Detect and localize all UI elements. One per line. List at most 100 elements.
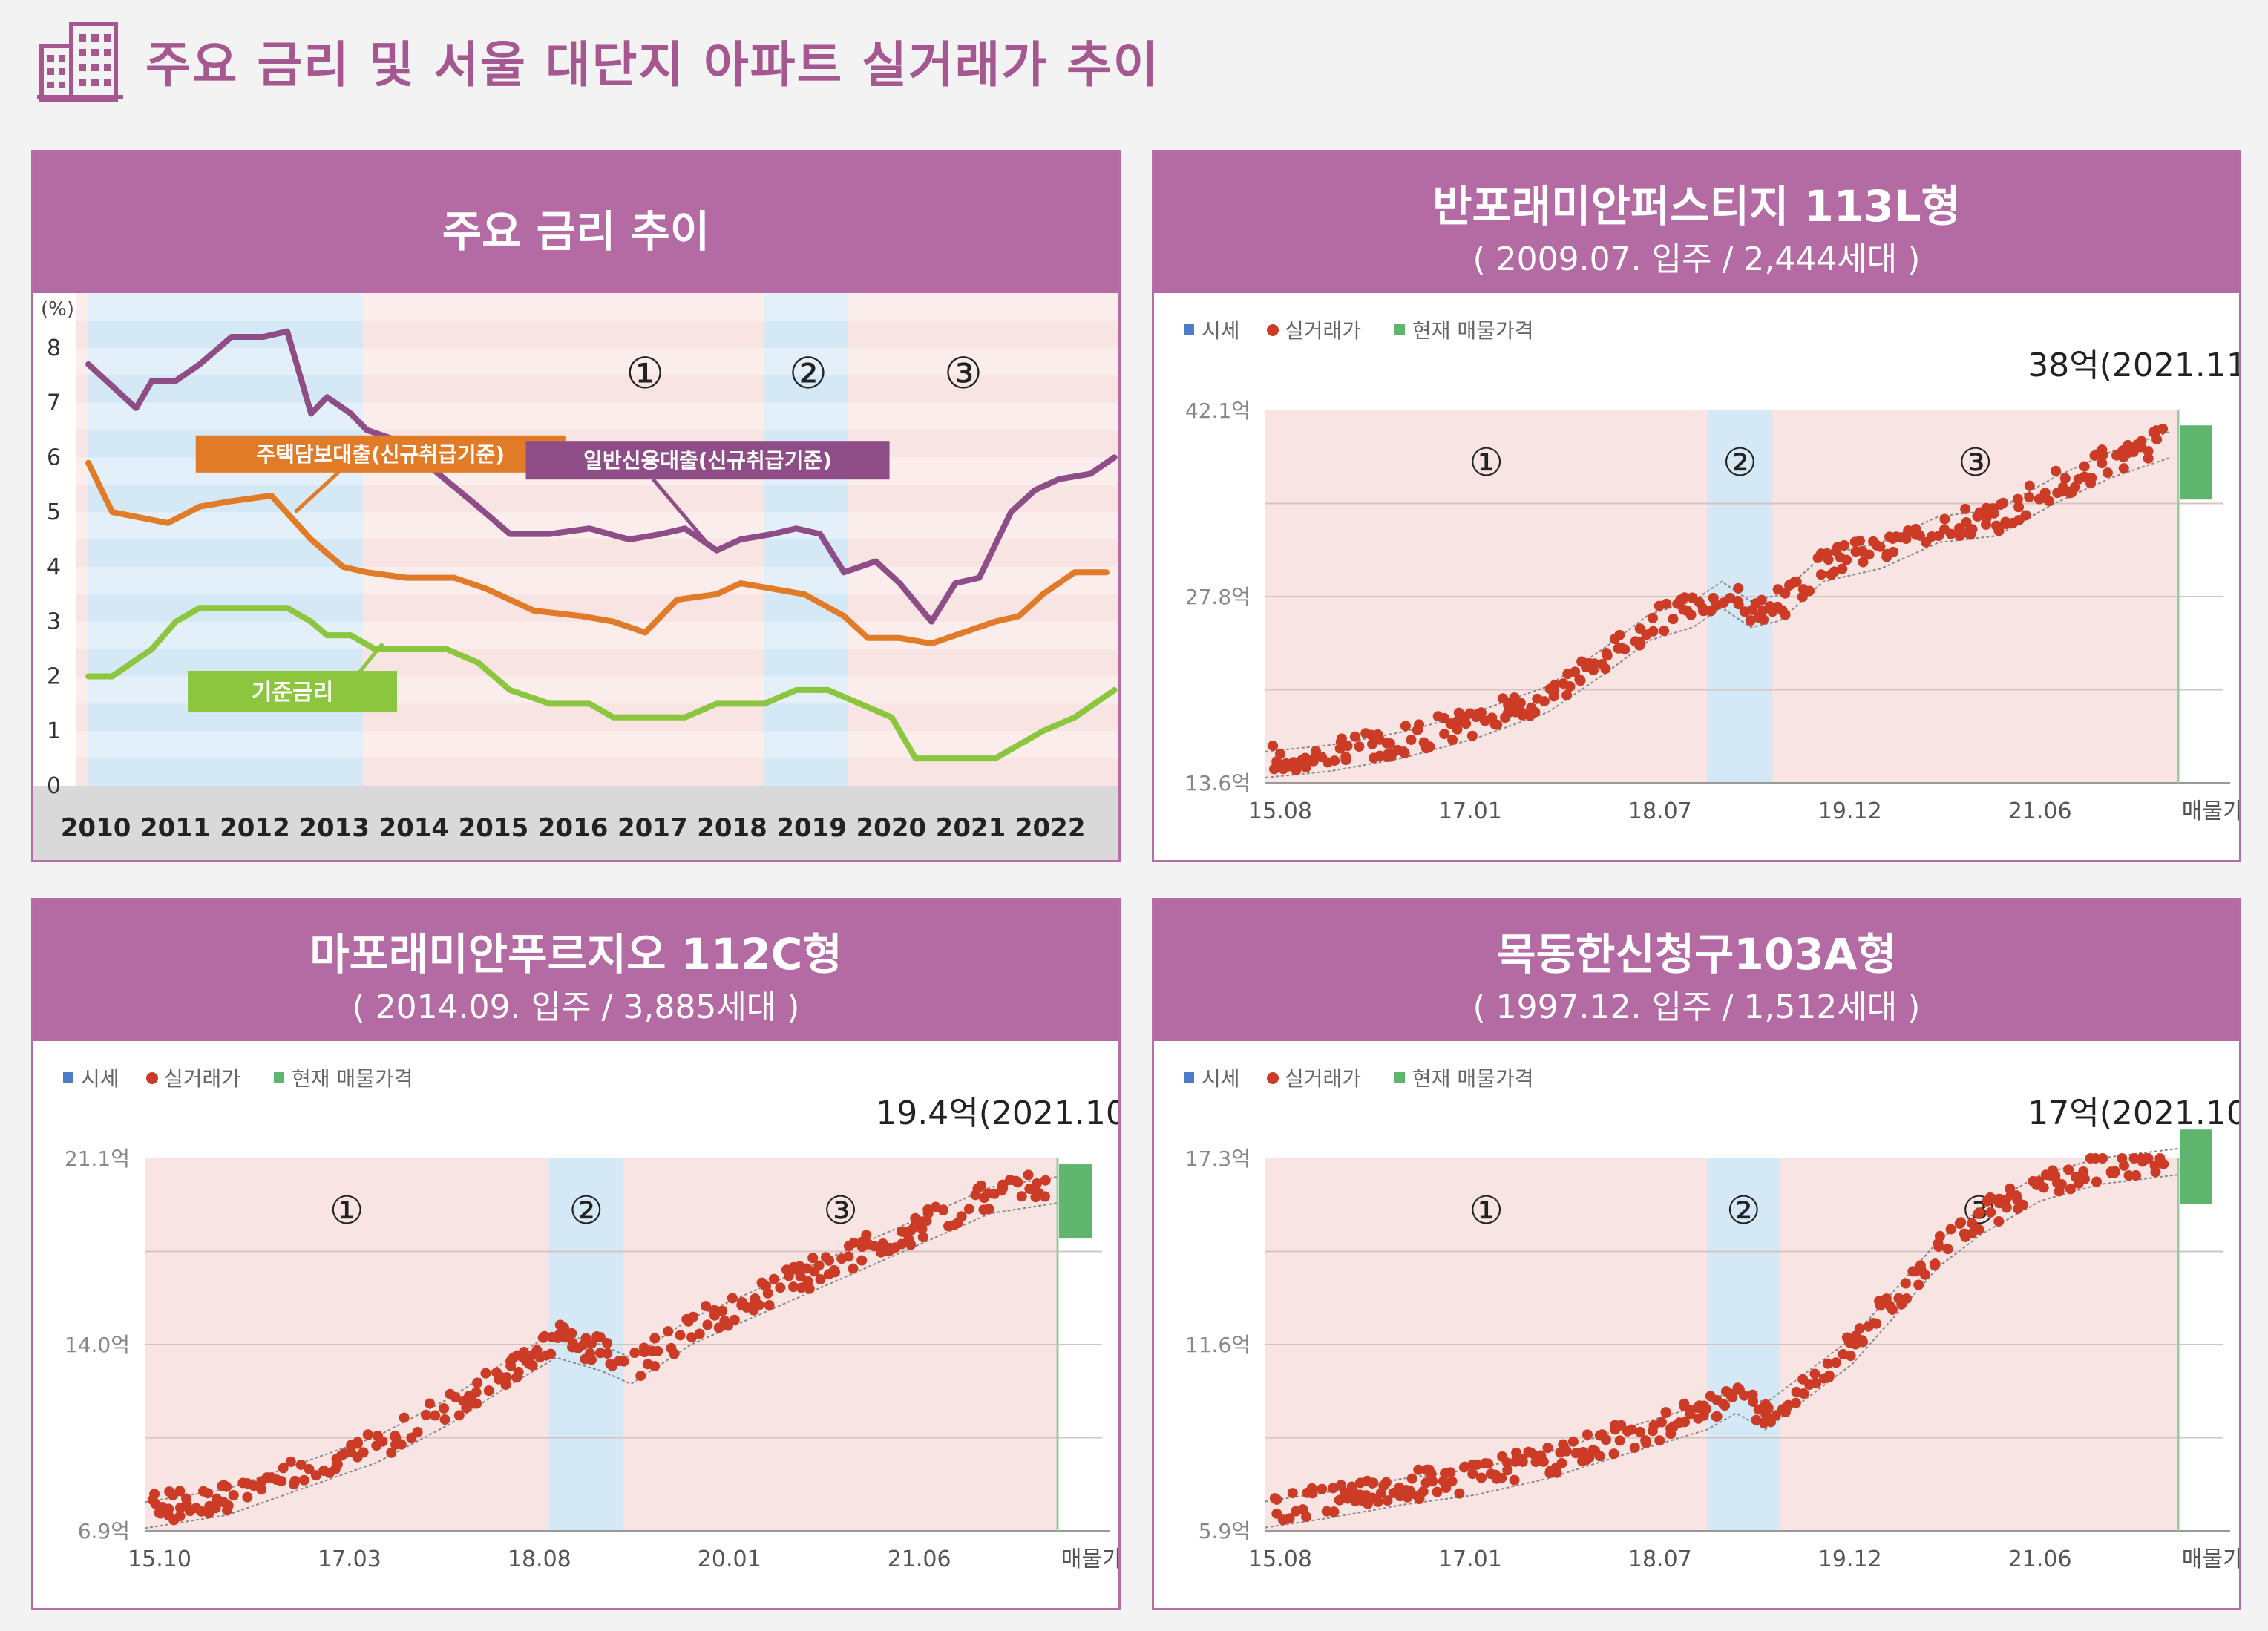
trade-dot: [1919, 1269, 1930, 1280]
trade-dot: [807, 1253, 819, 1264]
trade-dot: [1329, 755, 1340, 767]
x-tick-label: 2022: [1015, 813, 1086, 843]
banpo-chart: 시세 실거래가 현재 매물가격 38억(2021.11) ① ② ③ 42.1억 27.8억 13…: [1184, 318, 2239, 824]
y-tick-label: 1: [47, 718, 61, 744]
trade-dot: [1561, 1445, 1572, 1457]
rate-line-0: [85, 328, 1118, 625]
trade-dot: [154, 1507, 165, 1518]
trade-dot: [386, 1447, 397, 1458]
stripe-band: [76, 621, 1118, 649]
trade-dot: [285, 1456, 296, 1467]
trade-dot: [1837, 563, 1848, 574]
trade-dot: [1413, 1464, 1424, 1475]
trade-dot: [2056, 1178, 2067, 1189]
trade-dot: [970, 1189, 981, 1201]
trade-dot: [1701, 1403, 1712, 1414]
trade-dot: [1476, 1472, 1487, 1483]
trade-dot: [531, 1345, 543, 1356]
trade-dot: [1340, 1487, 1351, 1498]
trade-dot: [1031, 1178, 1042, 1189]
trade-dot: [1900, 1278, 1911, 1289]
trade-dot: [605, 1358, 616, 1369]
trade-dot: [1475, 707, 1487, 718]
trade-dot: [938, 1204, 949, 1215]
trade-dot: [242, 1491, 253, 1503]
mapo-chart: 시세 실거래가 현재 매물가격 19.4억(2021.10) ① ② ③ 21.1억 14.0억…: [63, 1066, 1118, 1572]
trade-dot: [1822, 1358, 1833, 1369]
legend-swatch: [146, 1072, 158, 1084]
y-tick-label: 7: [47, 390, 61, 416]
trade-dot: [1427, 1476, 1438, 1487]
trade-dot: [1432, 1486, 1443, 1497]
trade-dot: [1726, 1391, 1737, 1402]
trade-dot: [1634, 1426, 1645, 1437]
x-tick-label: 2017: [617, 813, 688, 843]
trade-dot: [2123, 439, 2134, 450]
stripe-band: [76, 512, 1118, 539]
trade-dot: [629, 1348, 640, 1359]
trade-dot: [1556, 1457, 1567, 1468]
period-marker: ②: [1723, 441, 1757, 485]
trade-dot: [1614, 629, 1625, 640]
x-tick-label: 15.10: [128, 1546, 191, 1572]
trade-dot: [358, 1447, 369, 1458]
trade-dot: [1887, 546, 1898, 557]
y-unit-label: (%): [41, 298, 74, 321]
trade-dot: [1945, 1224, 1956, 1235]
trade-dot: [761, 1281, 772, 1292]
trade-dot: [2079, 1173, 2090, 1184]
trade-dot: [903, 1234, 914, 1245]
trade-dot: [1973, 1224, 1984, 1235]
trade-dot: [1550, 679, 1561, 690]
period-marker: ①: [1469, 1189, 1504, 1233]
y-tick-label: 6.9억: [78, 1519, 130, 1543]
trade-dot: [1665, 1423, 1677, 1434]
trade-dot: [1893, 1293, 1904, 1304]
trade-dot: [1299, 752, 1311, 764]
trade-dot: [1858, 557, 1869, 568]
trade-dot: [1864, 549, 1875, 560]
trade-dot: [304, 1463, 315, 1474]
trade-dot: [1777, 605, 1788, 616]
mortgage-label-box: [195, 435, 566, 473]
trade-dot: [729, 1314, 740, 1325]
stripe-band: [76, 731, 1118, 759]
x-tick-label: 매물가격: [2182, 798, 2239, 824]
trade-dot: [1634, 637, 1645, 648]
trade-dot: [1517, 1454, 1528, 1465]
trade-dot: [2051, 465, 2062, 476]
y-tick-label: 42.1억: [1185, 398, 1251, 423]
x-tick-label: 2021: [936, 813, 1006, 843]
banpo-title: 반포래미안퍼스티지 113L형: [1432, 181, 1961, 232]
period-marker: ②: [1726, 1189, 1761, 1233]
mapo-panel: 마포래미안푸르지오 112C형 ( 2014.09. 입주 / 3,885세대 …: [31, 898, 1121, 1610]
trade-dot: [2056, 486, 2068, 497]
trade-dot: [1023, 1169, 1034, 1181]
rates-chart: (%) 0 1 2 3 4 5 6 7 8 2010 2011 2012 2013 2014 2015 2016…: [33, 293, 1118, 860]
legend-label: 실거래가: [1285, 318, 1361, 343]
mapo-panel-header: 마포래미안푸르지오 112C형 ( 2014.09. 입주 / 3,885세대 …: [33, 900, 1118, 1041]
trade-dot: [1452, 716, 1463, 727]
trade-dot: [602, 1348, 613, 1359]
trade-dot: [1756, 594, 1767, 606]
mapo-title: 마포래미안푸르지오 112C형: [309, 929, 842, 979]
trade-dot: [1314, 751, 1325, 762]
trade-dot: [228, 1489, 239, 1500]
trade-dot: [396, 1439, 407, 1450]
y-tick-label: 5.9억: [1199, 1519, 1251, 1543]
trade-dot: [1601, 648, 1612, 659]
trade-dot: [483, 1385, 494, 1397]
trade-dot: [802, 1276, 813, 1287]
trade-dot: [727, 1293, 738, 1304]
x-tick-label: 19.12: [1818, 1546, 1882, 1572]
trade-dot: [288, 1479, 299, 1490]
trade-dot: [1954, 522, 1965, 534]
trade-dot: [1629, 1442, 1640, 1453]
x-tick-label: 2014: [378, 813, 449, 843]
trade-dot: [1335, 1480, 1346, 1491]
trade-dot: [1271, 1508, 1282, 1519]
x-tick-label: 2015: [459, 813, 529, 843]
trade-dot: [2017, 1199, 2028, 1210]
rate-line-2: [85, 605, 1118, 762]
trade-dot: [2059, 473, 2071, 484]
